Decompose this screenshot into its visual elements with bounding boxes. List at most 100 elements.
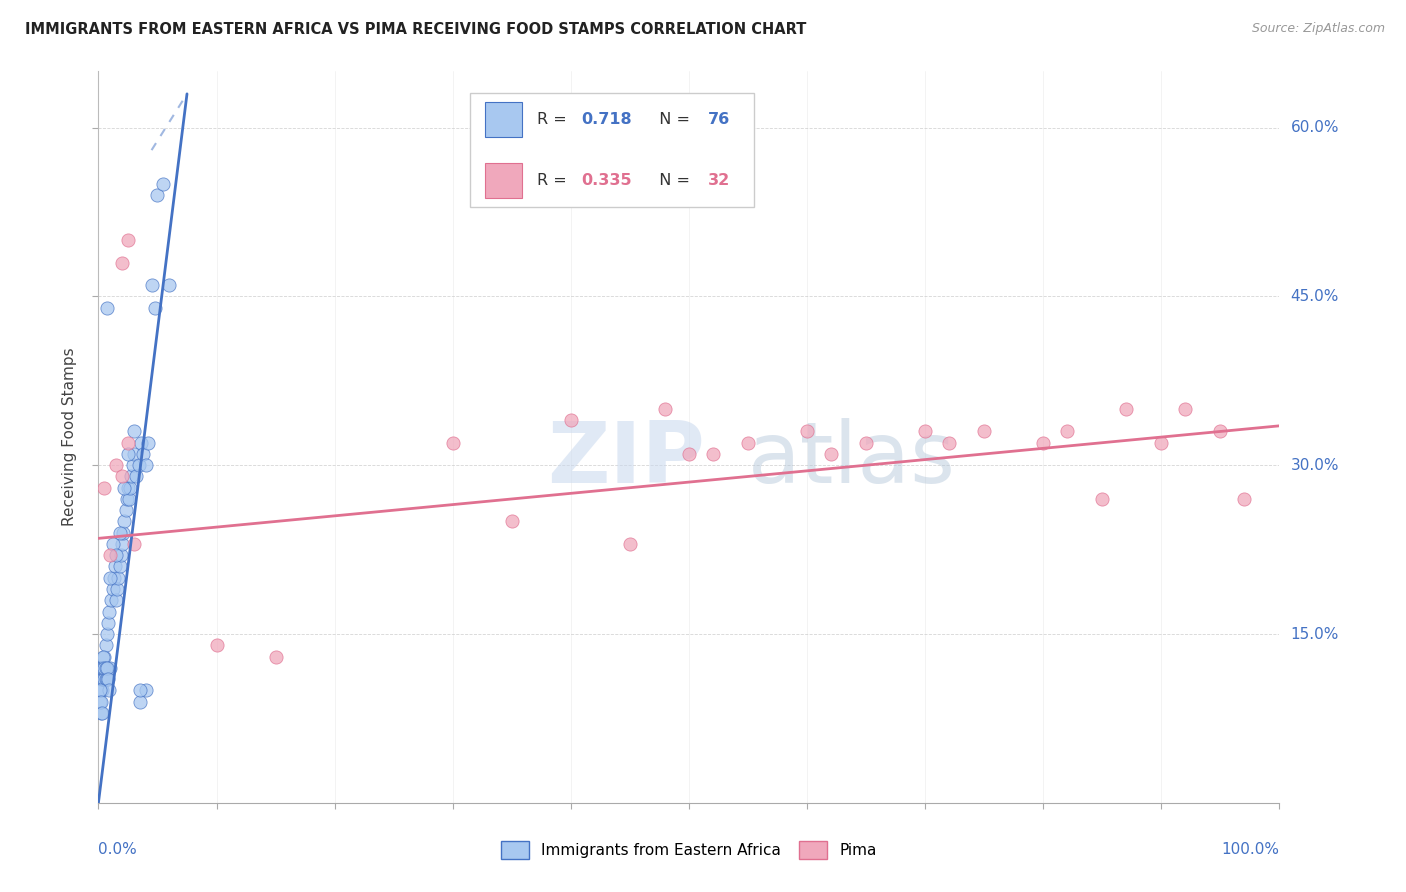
- Point: [157, 278, 180, 293]
- Y-axis label: Receiving Food Stamps: Receiving Food Stamps: [62, 348, 77, 526]
- Point: [501, 515, 523, 529]
- Point: [91, 661, 114, 675]
- Text: N =: N =: [648, 173, 695, 188]
- Point: [91, 683, 114, 698]
- Point: [91, 672, 114, 686]
- Point: [105, 593, 128, 607]
- Point: [98, 571, 121, 585]
- Point: [91, 661, 114, 675]
- Point: [98, 661, 121, 675]
- Point: [112, 515, 135, 529]
- Point: [101, 537, 124, 551]
- Point: [122, 425, 145, 439]
- Point: [117, 447, 139, 461]
- Point: [103, 571, 125, 585]
- Point: [560, 413, 582, 427]
- Point: [101, 582, 124, 596]
- Point: [90, 672, 112, 686]
- Text: 0.718: 0.718: [582, 112, 633, 128]
- Point: [89, 683, 111, 698]
- Point: [205, 638, 228, 652]
- Point: [91, 672, 114, 686]
- Point: [96, 627, 118, 641]
- Point: [1056, 425, 1078, 439]
- Point: [135, 683, 157, 698]
- Point: [111, 537, 134, 551]
- Point: [938, 435, 960, 450]
- Point: [619, 537, 641, 551]
- Text: 0.335: 0.335: [582, 173, 633, 188]
- Point: [104, 559, 127, 574]
- Point: [89, 672, 111, 686]
- Point: [143, 301, 166, 315]
- Point: [1091, 491, 1114, 506]
- Point: [678, 447, 700, 461]
- Bar: [485, 102, 523, 137]
- Text: 15.0%: 15.0%: [1291, 626, 1339, 641]
- Point: [136, 435, 159, 450]
- Text: R =: R =: [537, 173, 571, 188]
- Point: [117, 233, 139, 247]
- Point: [141, 278, 163, 293]
- Text: ZIP: ZIP: [547, 417, 704, 500]
- Point: [91, 661, 114, 675]
- Point: [97, 615, 120, 630]
- Point: [96, 661, 118, 675]
- Point: [98, 605, 121, 619]
- Point: [121, 458, 143, 473]
- Point: [146, 188, 169, 202]
- Point: [90, 694, 112, 708]
- Point: [94, 638, 117, 652]
- Point: [132, 447, 155, 461]
- Point: [105, 458, 128, 473]
- Point: [90, 683, 112, 698]
- Point: [654, 401, 676, 416]
- Point: [117, 481, 139, 495]
- Point: [112, 525, 135, 540]
- Text: 0.0%: 0.0%: [98, 842, 138, 856]
- Point: [152, 177, 174, 191]
- Point: [93, 661, 115, 675]
- Legend: Immigrants from Eastern Africa, Pima: Immigrants from Eastern Africa, Pima: [495, 835, 883, 864]
- Point: [105, 548, 128, 562]
- Point: [90, 706, 112, 720]
- Text: 45.0%: 45.0%: [1291, 289, 1339, 304]
- Point: [96, 301, 118, 315]
- Point: [973, 425, 995, 439]
- Point: [135, 458, 157, 473]
- Point: [93, 649, 115, 664]
- Point: [94, 661, 117, 675]
- Point: [108, 559, 131, 574]
- Point: [1209, 425, 1232, 439]
- Point: [1150, 435, 1173, 450]
- Point: [94, 672, 117, 686]
- Point: [112, 481, 135, 495]
- Point: [117, 435, 139, 450]
- Point: [122, 447, 145, 461]
- Point: [108, 525, 131, 540]
- Text: R =: R =: [537, 112, 571, 128]
- Point: [128, 683, 150, 698]
- Point: [855, 435, 877, 450]
- Point: [91, 672, 114, 686]
- Point: [89, 661, 111, 675]
- Point: [93, 672, 115, 686]
- Point: [1233, 491, 1256, 506]
- Point: [107, 571, 129, 585]
- Text: Source: ZipAtlas.com: Source: ZipAtlas.com: [1251, 22, 1385, 36]
- Text: 32: 32: [707, 173, 730, 188]
- Point: [90, 683, 112, 698]
- Point: [89, 683, 111, 698]
- Point: [111, 469, 134, 483]
- FancyBboxPatch shape: [471, 94, 754, 207]
- Text: N =: N =: [648, 112, 695, 128]
- Point: [89, 694, 111, 708]
- Text: 100.0%: 100.0%: [1222, 842, 1279, 856]
- Point: [129, 435, 152, 450]
- Bar: [485, 162, 523, 198]
- Point: [125, 469, 148, 483]
- Text: 30.0%: 30.0%: [1291, 458, 1339, 473]
- Point: [97, 672, 120, 686]
- Point: [122, 537, 145, 551]
- Point: [114, 503, 136, 517]
